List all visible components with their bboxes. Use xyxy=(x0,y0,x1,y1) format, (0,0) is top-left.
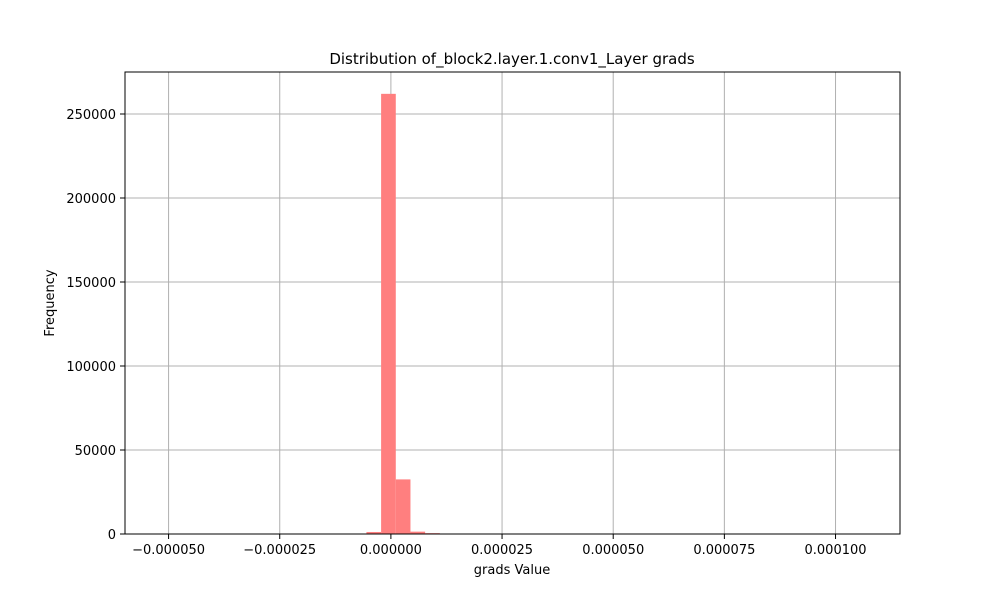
histogram-bar xyxy=(395,479,411,534)
x-tick-label: 0.000075 xyxy=(693,543,755,558)
x-tick-label: 0.000000 xyxy=(360,543,422,558)
ticks: −0.000050 −0.000025 0.000000 0.000025 0.0000… xyxy=(66,108,866,558)
y-tick-label: 100000 xyxy=(66,360,116,375)
y-tick-label: 0 xyxy=(108,528,116,543)
y-tick-label: 200000 xyxy=(66,192,116,207)
histogram-bar xyxy=(381,93,396,534)
x-tick-label: −0.000050 xyxy=(132,543,205,558)
y-axis-label: Frequency xyxy=(43,269,58,336)
chart-title: Distribution of_block2.layer.1.conv1_Lay… xyxy=(329,50,695,69)
grid xyxy=(125,72,900,535)
y-tick-label: 250000 xyxy=(66,108,116,123)
x-axis-label: grads Value xyxy=(474,563,550,578)
x-tick-label: 0.000050 xyxy=(582,543,644,558)
y-tick-label: 150000 xyxy=(66,276,116,291)
x-tick-label: 0.000100 xyxy=(805,543,867,558)
y-tick-label: 50000 xyxy=(75,444,116,459)
plot-frame xyxy=(124,71,901,535)
histogram-bar xyxy=(366,531,382,534)
x-tick-label: 0.000025 xyxy=(471,543,533,558)
histogram-bar xyxy=(410,531,426,534)
x-tick-label: −0.000025 xyxy=(243,543,316,558)
